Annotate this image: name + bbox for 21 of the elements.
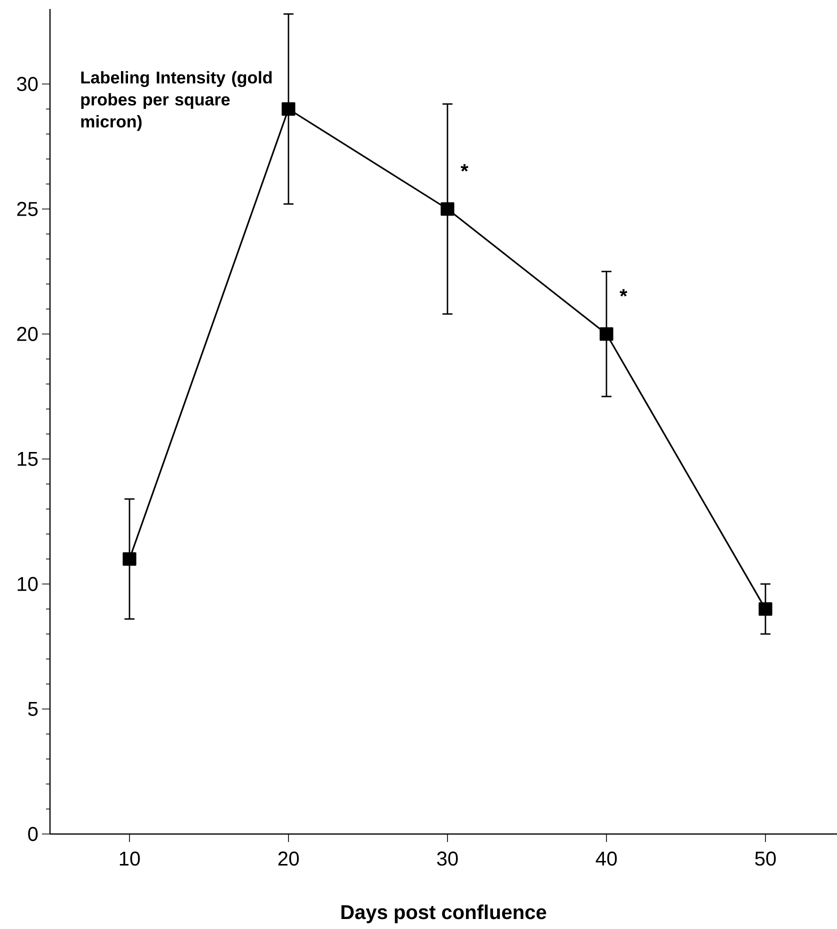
point bbox=[440, 202, 454, 216]
x-tick-label: 20 bbox=[278, 852, 299, 866]
annotation: * bbox=[620, 289, 628, 297]
y-tick-label: 10 bbox=[18, 576, 38, 592]
x-tick-label: 40 bbox=[596, 852, 617, 866]
x-tick-label: 10 bbox=[120, 852, 140, 866]
annotation: * bbox=[460, 164, 468, 172]
y-axis-title: Labeling Intensity (gold probes per square micron) bbox=[81, 71, 272, 131]
y-tick-label: 0 bbox=[28, 826, 38, 842]
y-tick-label: 15 bbox=[18, 452, 38, 466]
x-tick-label: 50 bbox=[755, 852, 776, 866]
y-tick-label: 20 bbox=[17, 326, 38, 342]
y-tick-label: 25 bbox=[17, 202, 38, 216]
y-tick-label: 30 bbox=[16, 76, 38, 92]
x-tick-label: 30 bbox=[437, 852, 458, 866]
point bbox=[122, 552, 136, 566]
point bbox=[600, 327, 614, 341]
point bbox=[758, 602, 772, 616]
x-axis-title: Days post confluence bbox=[341, 904, 546, 924]
point bbox=[282, 102, 296, 116]
y-tick-label: 5 bbox=[28, 702, 38, 716]
